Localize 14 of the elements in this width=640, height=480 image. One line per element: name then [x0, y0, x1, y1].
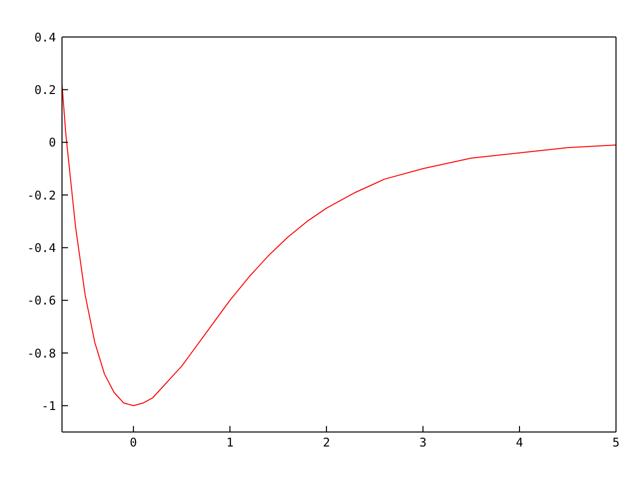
- x-tick-label: 5: [612, 436, 620, 450]
- x-tick-label: 0: [130, 436, 138, 450]
- y-tick-label: 0: [48, 136, 56, 150]
- x-tick-label: 2: [322, 436, 330, 450]
- y-tick-label: -1: [42, 398, 56, 413]
- x-tick-label: 4: [516, 436, 524, 450]
- y-tick-label: 0.2: [34, 82, 56, 97]
- y-tick-label: -0.8: [27, 346, 56, 360]
- y-tick-label: -0.4: [27, 240, 56, 255]
- x-tick-label: 1: [226, 436, 234, 450]
- y-tick-label: -0.6: [27, 294, 56, 308]
- y-tick-label: -0.2: [27, 188, 56, 202]
- x-tick-label: 3: [419, 436, 427, 450]
- y-tick-label: 0.4: [34, 30, 56, 44]
